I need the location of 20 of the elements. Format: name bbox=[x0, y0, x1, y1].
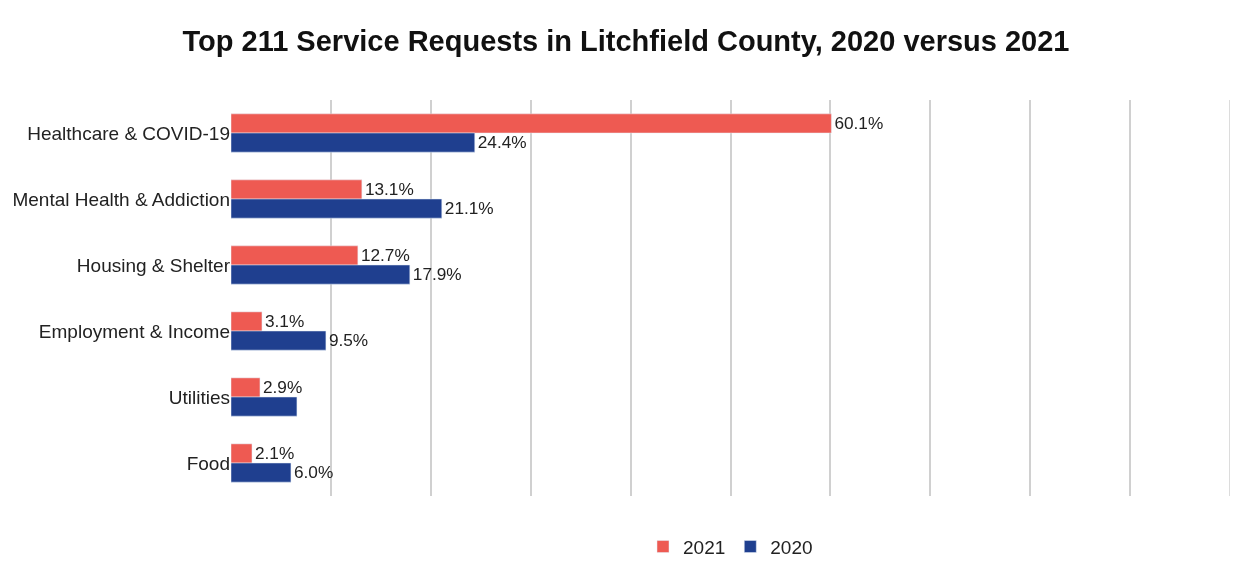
legend-label: 2021 bbox=[683, 536, 726, 558]
y-tick-label: Healthcare & COVID-19 bbox=[27, 122, 230, 144]
data-label: 21.1% bbox=[444, 198, 494, 219]
y-tick-label: Utilities bbox=[168, 386, 230, 408]
chart-title: Top 211 Service Requests in Litchfield County, 2020 versus 2021 bbox=[182, 24, 1070, 57]
data-label: 6.0% bbox=[293, 462, 334, 483]
y-tick-label: Employment & Income bbox=[38, 320, 230, 342]
data-label: 60.1% bbox=[834, 113, 884, 134]
data-label: 24.4% bbox=[477, 132, 527, 153]
data-label: 9.5% bbox=[328, 330, 369, 351]
data-label: 3.1% bbox=[264, 311, 305, 332]
data-label: 17.9% bbox=[412, 264, 462, 285]
data-label: 2.9% bbox=[262, 377, 303, 398]
data-label: 2.1% bbox=[254, 443, 295, 464]
data-label: 12.7% bbox=[360, 245, 410, 266]
y-tick-label: Food bbox=[186, 452, 230, 474]
y-tick-label: Housing & Shelter bbox=[76, 254, 231, 276]
legend-label: 2020 bbox=[770, 536, 813, 558]
data-label: 13.1% bbox=[364, 179, 414, 200]
y-tick-label: Mental Health & Addiction bbox=[12, 188, 230, 210]
